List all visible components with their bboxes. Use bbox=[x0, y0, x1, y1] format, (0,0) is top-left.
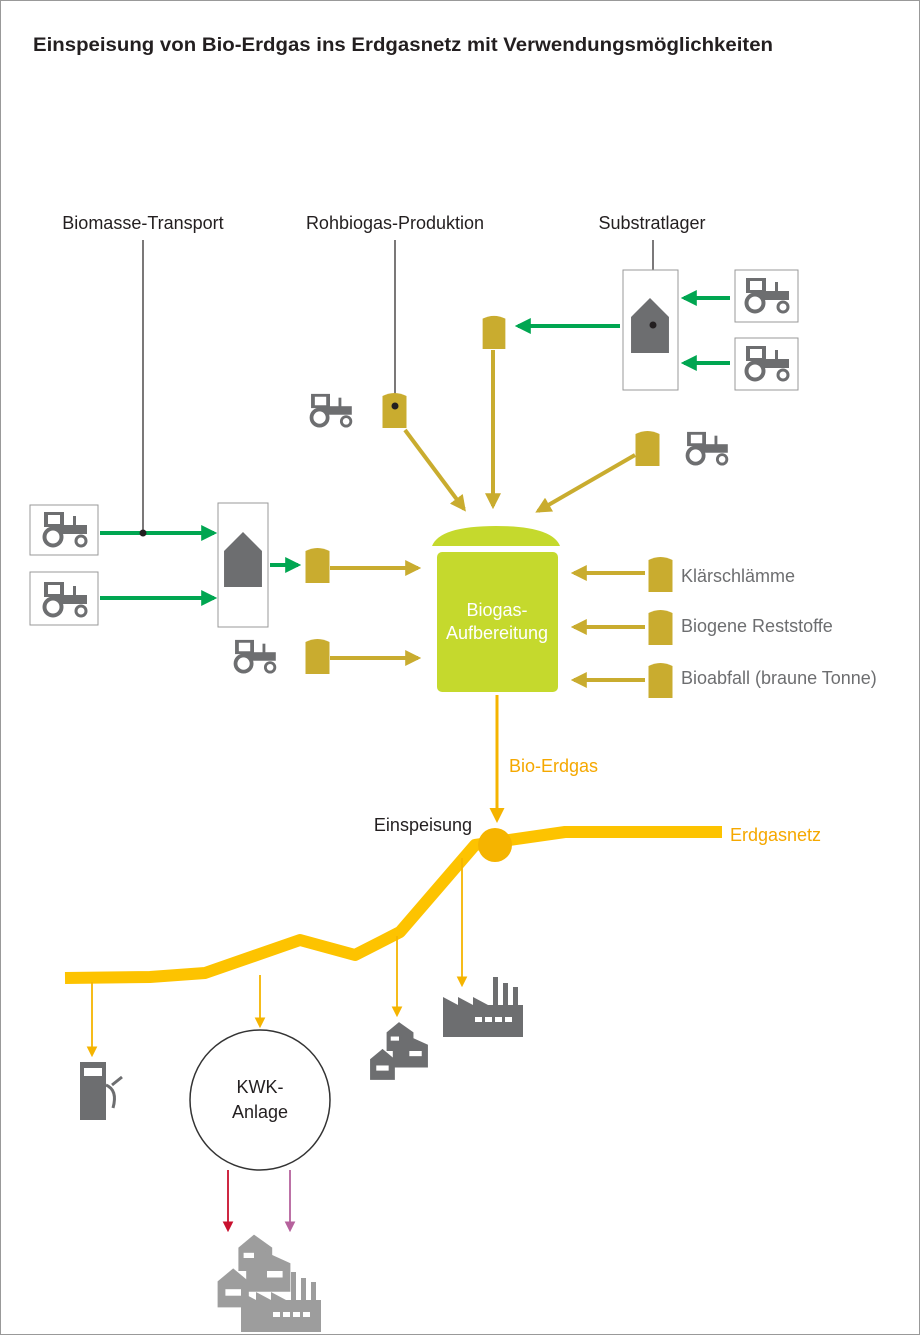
label: Bio-Erdgas bbox=[509, 756, 598, 776]
dot bbox=[139, 529, 147, 537]
label: Erdgasnetz bbox=[730, 825, 821, 845]
input-label: Biogene Reststoffe bbox=[681, 616, 833, 636]
label: Rohbiogas-Produktion bbox=[306, 213, 484, 233]
silo bbox=[305, 548, 330, 583]
tractor bbox=[233, 638, 278, 674]
silo bbox=[482, 315, 506, 349]
gold-arrows bbox=[330, 350, 645, 688]
silo bbox=[305, 639, 330, 674]
silo bbox=[648, 557, 673, 592]
input-label: Klärschlämme bbox=[681, 566, 795, 586]
label: Substratlager bbox=[598, 213, 705, 233]
houses bbox=[370, 1022, 428, 1080]
label: Biomasse-Transport bbox=[62, 213, 223, 233]
label: Einspeisung bbox=[374, 815, 472, 835]
houses bbox=[217, 1234, 291, 1308]
tank bbox=[437, 552, 558, 692]
silo bbox=[648, 663, 673, 698]
tank-label: Aufbereitung bbox=[446, 623, 548, 643]
kwk-label: Anlage bbox=[232, 1102, 288, 1122]
tank-label: Biogas- bbox=[466, 600, 527, 620]
tank-dome bbox=[432, 526, 560, 546]
factory bbox=[443, 977, 523, 1037]
tractor bbox=[685, 430, 730, 466]
dot bbox=[649, 321, 657, 329]
input-label: Bioabfall (braune Tonne) bbox=[681, 668, 877, 688]
silo bbox=[635, 431, 660, 466]
kwk-circle bbox=[189, 1029, 331, 1171]
kwk-label: KWK- bbox=[237, 1077, 284, 1097]
tractor bbox=[309, 392, 354, 428]
silo bbox=[648, 610, 673, 645]
injection-point bbox=[478, 828, 512, 862]
silo bbox=[382, 393, 407, 428]
fuel-pump bbox=[80, 1062, 123, 1120]
dot bbox=[391, 402, 399, 410]
pipeline bbox=[64, 826, 722, 984]
drop-arrows bbox=[86, 858, 468, 1058]
title: Einspeisung von Bio-Erdgas ins Erdgasnet… bbox=[33, 35, 773, 56]
green-arrows bbox=[100, 290, 730, 606]
